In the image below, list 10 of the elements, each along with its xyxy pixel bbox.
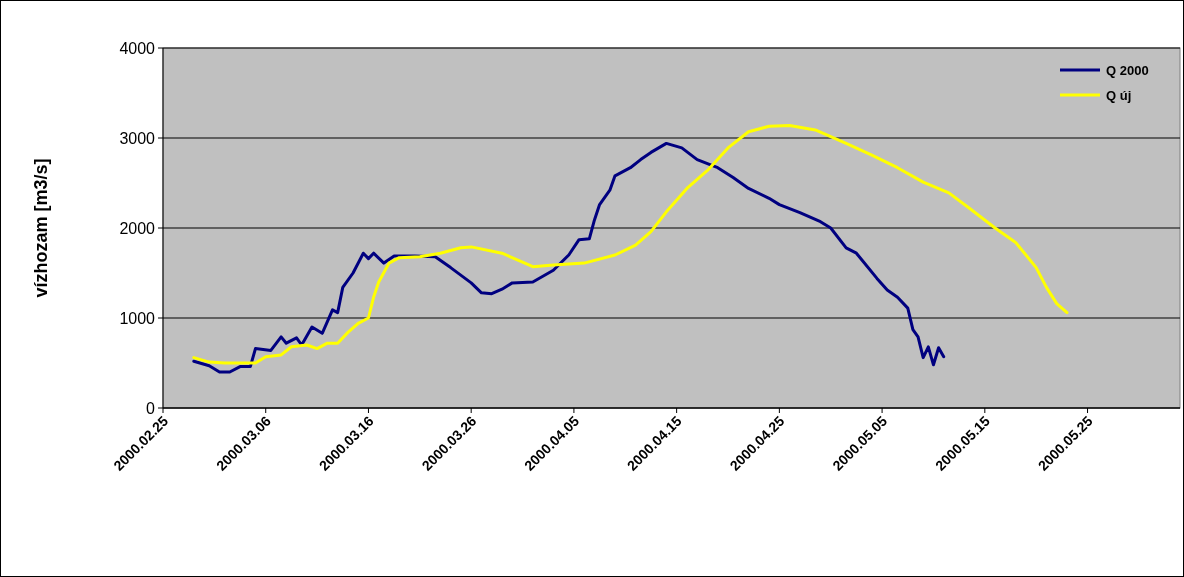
y-tick-label: 4000 xyxy=(119,39,156,57)
legend-label: Q új xyxy=(1106,87,1132,103)
line-series xyxy=(192,141,946,374)
y-tick-label: 0 xyxy=(146,399,156,417)
legend-label: Q 2000 xyxy=(1106,62,1149,78)
y-tick-label: 1000 xyxy=(119,309,156,327)
y-tick-label: 2000 xyxy=(119,219,156,237)
y-tick-label: 3000 xyxy=(119,129,156,147)
line-series xyxy=(192,123,1069,365)
y-axis-title: vízhozam [m3/s] xyxy=(31,158,51,298)
